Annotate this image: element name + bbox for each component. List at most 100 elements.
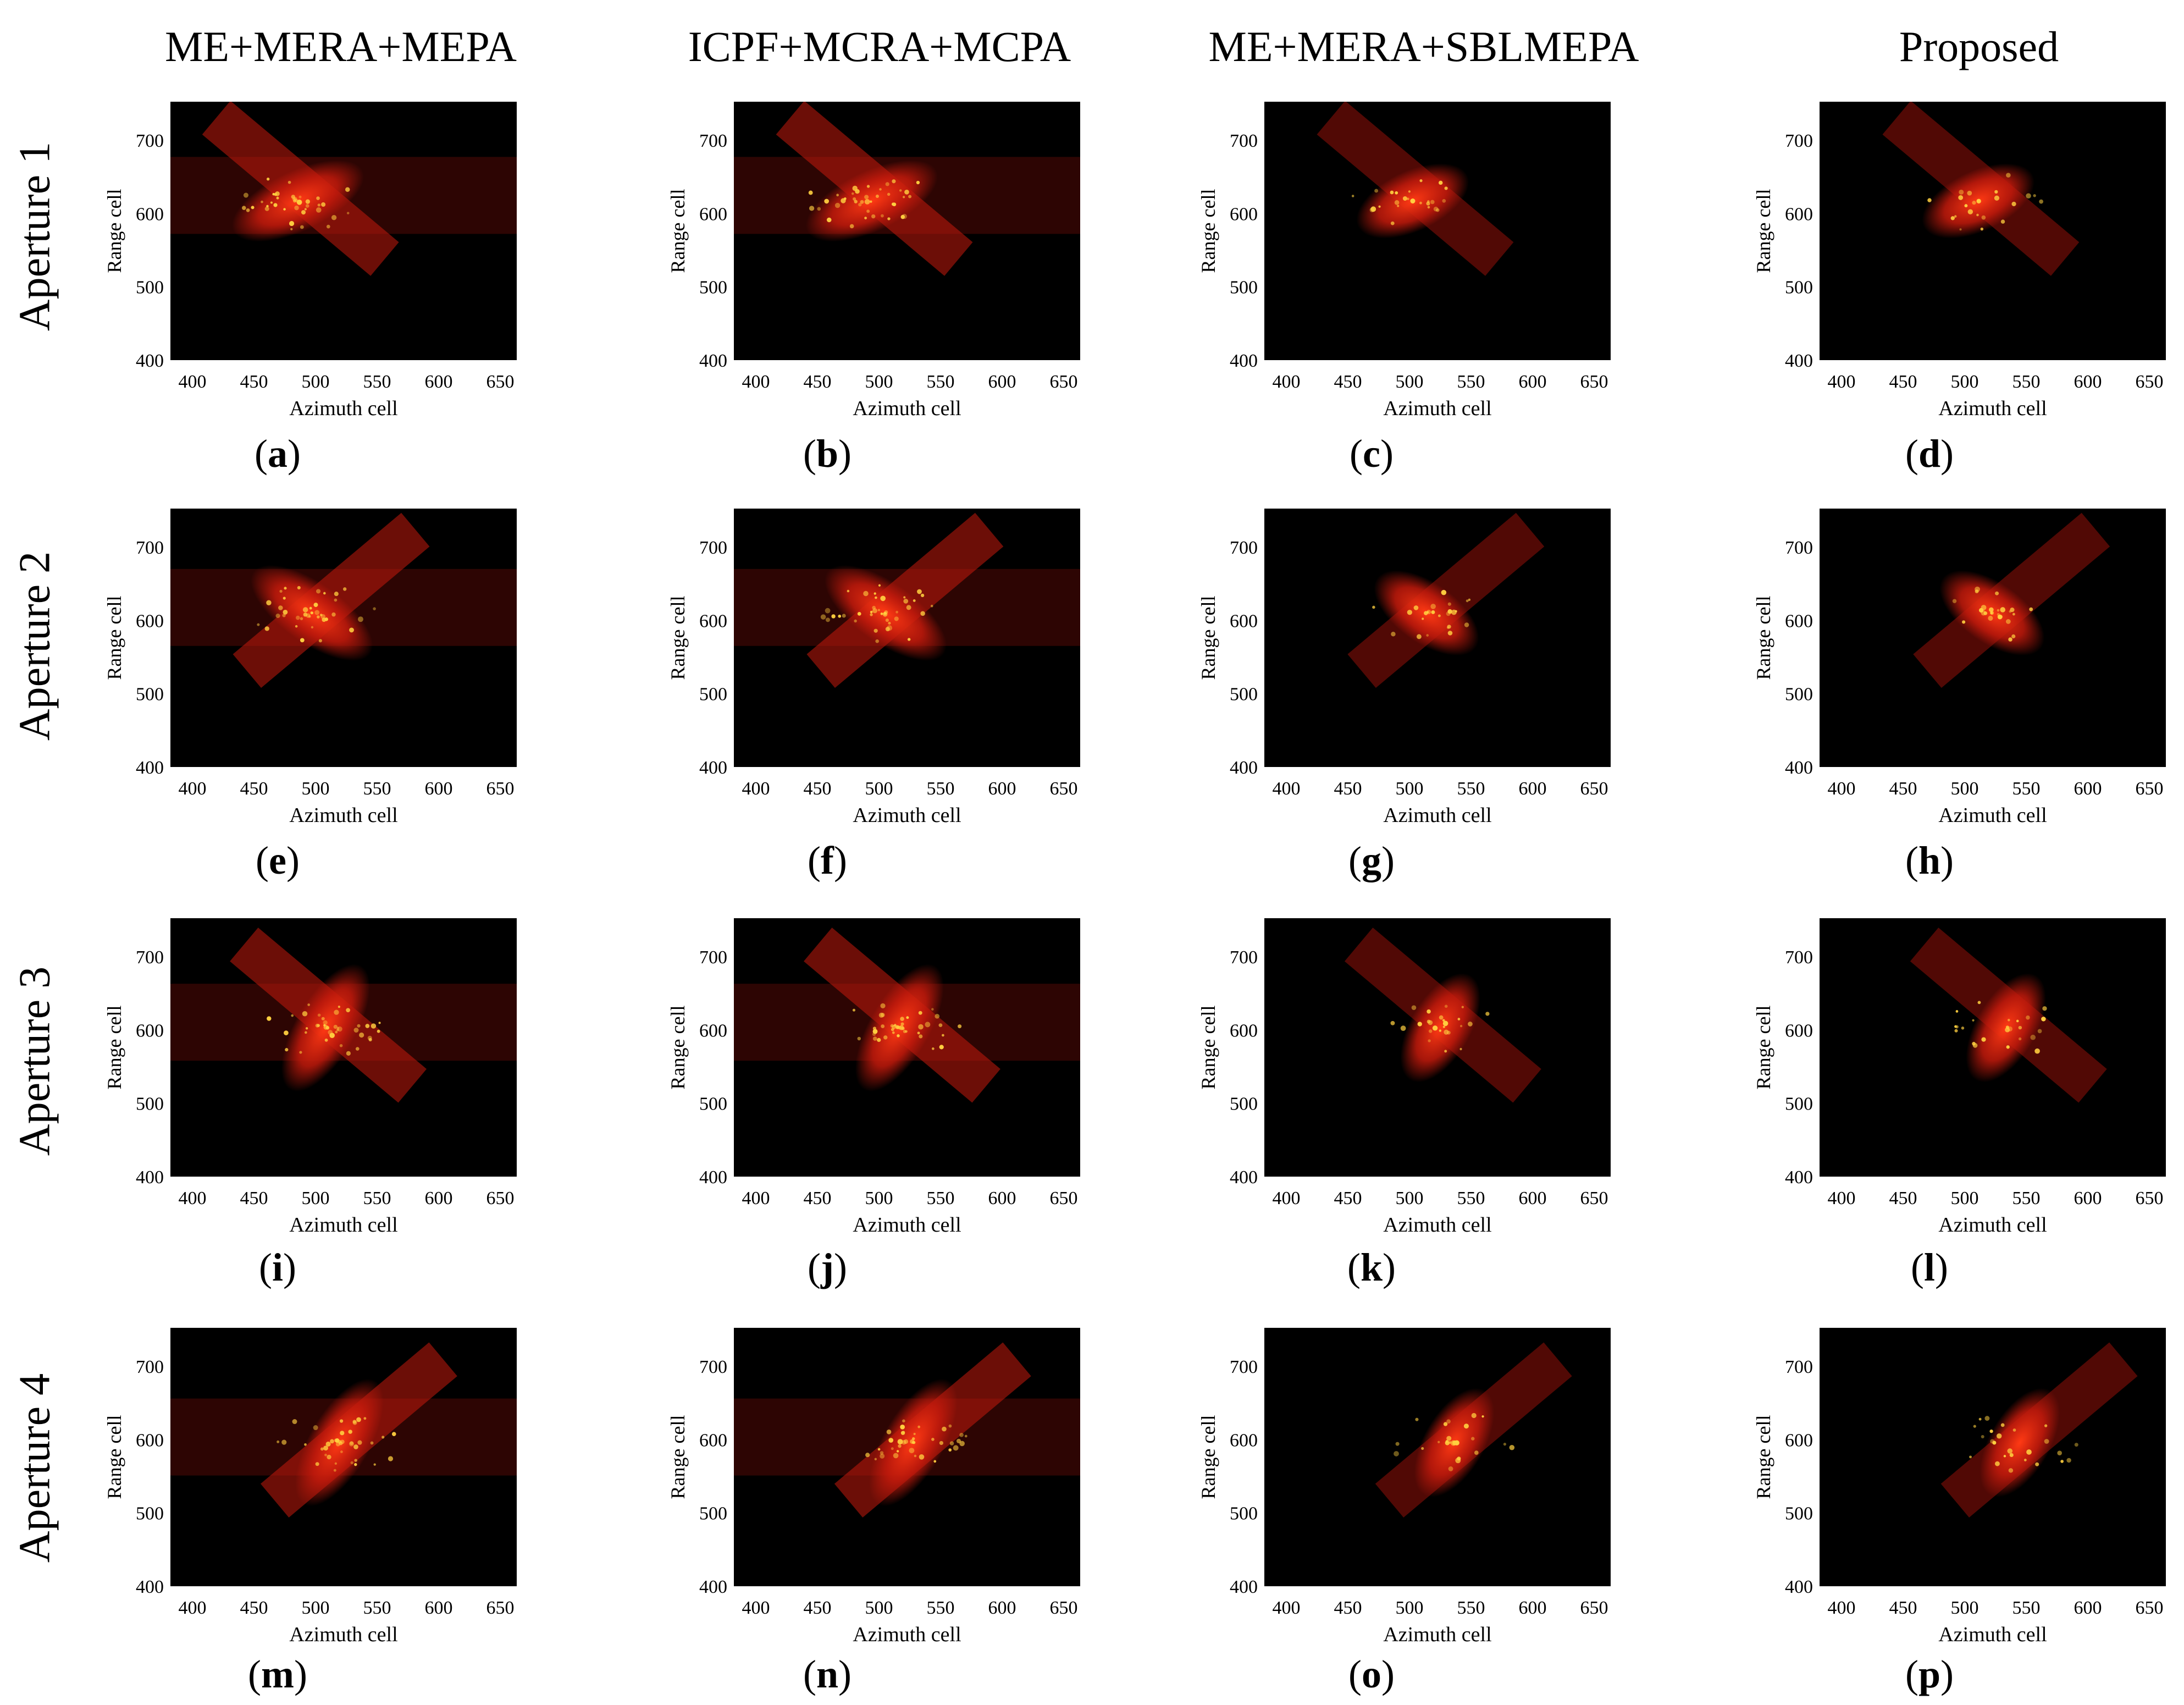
y-tick-label: 600 (1230, 1020, 1258, 1041)
x-tick-label: 650 (1050, 779, 1078, 799)
panel-caption-j: (j) (808, 1245, 847, 1289)
scatter-speckle (893, 1453, 899, 1459)
scatter-speckle (334, 598, 338, 602)
scatter-speckle (242, 206, 246, 210)
scatter-speckle (872, 1032, 876, 1036)
x-tick-label: 400 (1828, 1188, 1856, 1209)
x-tick-label: 450 (1889, 1598, 1917, 1618)
scatter-speckle (2037, 1029, 2042, 1034)
scatter-speckle (1442, 1020, 1448, 1027)
scatter-speckle (1988, 615, 1993, 621)
x-tick-label: 500 (865, 1188, 893, 1209)
scatter-speckle (391, 1432, 396, 1437)
scatter-speckle (2074, 1443, 2078, 1447)
y-tick-label: 600 (1785, 1430, 1813, 1450)
y-tick-label: 600 (1785, 1020, 1813, 1041)
x-tick-label: 400 (742, 1188, 770, 1209)
scatter-speckle (909, 1448, 915, 1454)
scatter-speckle (911, 1441, 915, 1444)
scatter-speckle (1459, 1024, 1463, 1028)
y-tick-label: 600 (699, 204, 727, 224)
scatter-speckle (887, 217, 891, 220)
scatter-speckle (949, 1441, 954, 1445)
x-tick-label: 450 (1889, 1188, 1917, 1209)
scatter-speckle (331, 215, 337, 220)
scatter-speckle (866, 209, 870, 213)
x-tick-label: 650 (1580, 372, 1608, 392)
x-tick-label: 650 (486, 372, 515, 392)
scatter-speckle (1417, 1022, 1422, 1027)
y-tick-label: 700 (1785, 1357, 1813, 1377)
scatter-speckle (291, 195, 295, 199)
scatter-speckle (257, 623, 260, 626)
scatter-speckle (831, 614, 836, 619)
scatter-speckle (333, 1469, 336, 1472)
scatter-speckle (1448, 1466, 1453, 1471)
scatter-speckle (308, 615, 311, 618)
scatter-speckle (834, 202, 841, 208)
x-tick-label: 550 (1457, 779, 1485, 799)
scatter-speckle (1422, 617, 1424, 620)
panel-letter: j (821, 1245, 834, 1289)
scatter-speckle (336, 1028, 339, 1031)
y-tick-label: 500 (1785, 1504, 1813, 1524)
scatter-speckle (899, 189, 902, 192)
panel-caption-c: (c) (1350, 432, 1394, 476)
scatter-speckle (1433, 206, 1439, 212)
x-tick-label: 450 (240, 1188, 268, 1209)
scatter-speckle (931, 1437, 935, 1441)
y-axis-label: Range cell (1752, 189, 1774, 273)
scatter-speckle (315, 1462, 319, 1466)
x-tick-label: 550 (2012, 372, 2041, 392)
scatter-speckle (2041, 1017, 2046, 1022)
scatter-speckle (318, 639, 322, 643)
scatter-speckle (870, 613, 873, 616)
scatter-speckle (849, 224, 854, 229)
scatter-speckle (872, 605, 876, 610)
scatter-speckle (852, 192, 854, 195)
scatter-speckle (324, 1453, 327, 1456)
y-tick-label: 600 (136, 611, 164, 631)
scatter-speckle (880, 1453, 885, 1459)
scatter-speckle (320, 1447, 324, 1451)
x-tick-label: 400 (742, 1598, 770, 1618)
scatter-speckle (894, 1024, 897, 1027)
panel-k: 400 450 500 550 600 650 700 600 500 400 Azimuth ce… (1182, 907, 1638, 1248)
y-tick-label: 600 (699, 611, 727, 631)
scatter-speckle (1967, 209, 1973, 214)
satellite-body-return (1966, 973, 2046, 1083)
x-tick-label: 650 (486, 1598, 515, 1618)
scatter-speckle (1959, 228, 1962, 231)
scatter-speckle (1976, 199, 1980, 203)
x-axis-label: Azimuth cell (1938, 1623, 2047, 1646)
scatter-speckle (340, 1431, 345, 1436)
scatter-speckle (317, 203, 320, 207)
scatter-speckle (335, 1030, 338, 1034)
scatter-speckle (1977, 1001, 1981, 1005)
scatter-speckle (1989, 1429, 1993, 1433)
panel-caption-l: (l) (1911, 1245, 1948, 1289)
sar-image-l: 400 450 500 550 600 650 700 600 500 400 Azimuth ce… (1752, 918, 2166, 1237)
panel-caption-d: (d) (1905, 432, 1954, 476)
x-tick-label: 600 (425, 372, 453, 392)
scatter-speckle (2030, 1034, 2036, 1040)
scatter-speckle (847, 589, 850, 593)
scatter-speckle (888, 621, 891, 625)
image-background (1820, 102, 2166, 360)
scatter-speckle (327, 1454, 331, 1460)
scatter-speckle (1444, 1050, 1447, 1053)
scatter-speckle (300, 638, 305, 643)
x-axis-label: Azimuth cell (853, 1213, 961, 1237)
scatter-speckle (925, 1022, 931, 1028)
scatter-speckle (880, 1003, 886, 1008)
x-tick-label: 550 (363, 1598, 391, 1618)
scatter-speckle (334, 1462, 338, 1465)
scatter-speckle (908, 195, 912, 198)
panel-letter: d (1918, 432, 1941, 476)
scatter-speckle (933, 1460, 937, 1463)
y-tick-label: 400 (136, 1577, 164, 1597)
scatter-speckle (877, 1038, 881, 1042)
scatter-speckle (895, 610, 899, 614)
x-tick-label: 400 (1273, 1598, 1301, 1618)
scatter-speckle (917, 1425, 921, 1428)
